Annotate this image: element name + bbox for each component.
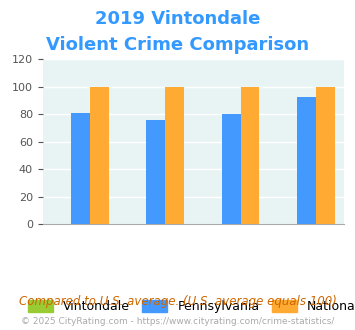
- Bar: [241, 87, 260, 224]
- Bar: [146, 120, 165, 224]
- Bar: [316, 87, 335, 224]
- Bar: [71, 113, 90, 224]
- Bar: [222, 115, 241, 224]
- Legend: Vintondale, Pennsylvania, National: Vintondale, Pennsylvania, National: [22, 293, 355, 319]
- Bar: [165, 87, 184, 224]
- Bar: [297, 97, 316, 224]
- Text: © 2025 CityRating.com - https://www.cityrating.com/crime-statistics/: © 2025 CityRating.com - https://www.city…: [21, 317, 334, 326]
- Text: Compared to U.S. average. (U.S. average equals 100): Compared to U.S. average. (U.S. average …: [18, 295, 337, 309]
- Bar: [90, 87, 109, 224]
- Text: 2019 Vintondale: 2019 Vintondale: [95, 10, 260, 28]
- Text: Violent Crime Comparison: Violent Crime Comparison: [46, 36, 309, 54]
